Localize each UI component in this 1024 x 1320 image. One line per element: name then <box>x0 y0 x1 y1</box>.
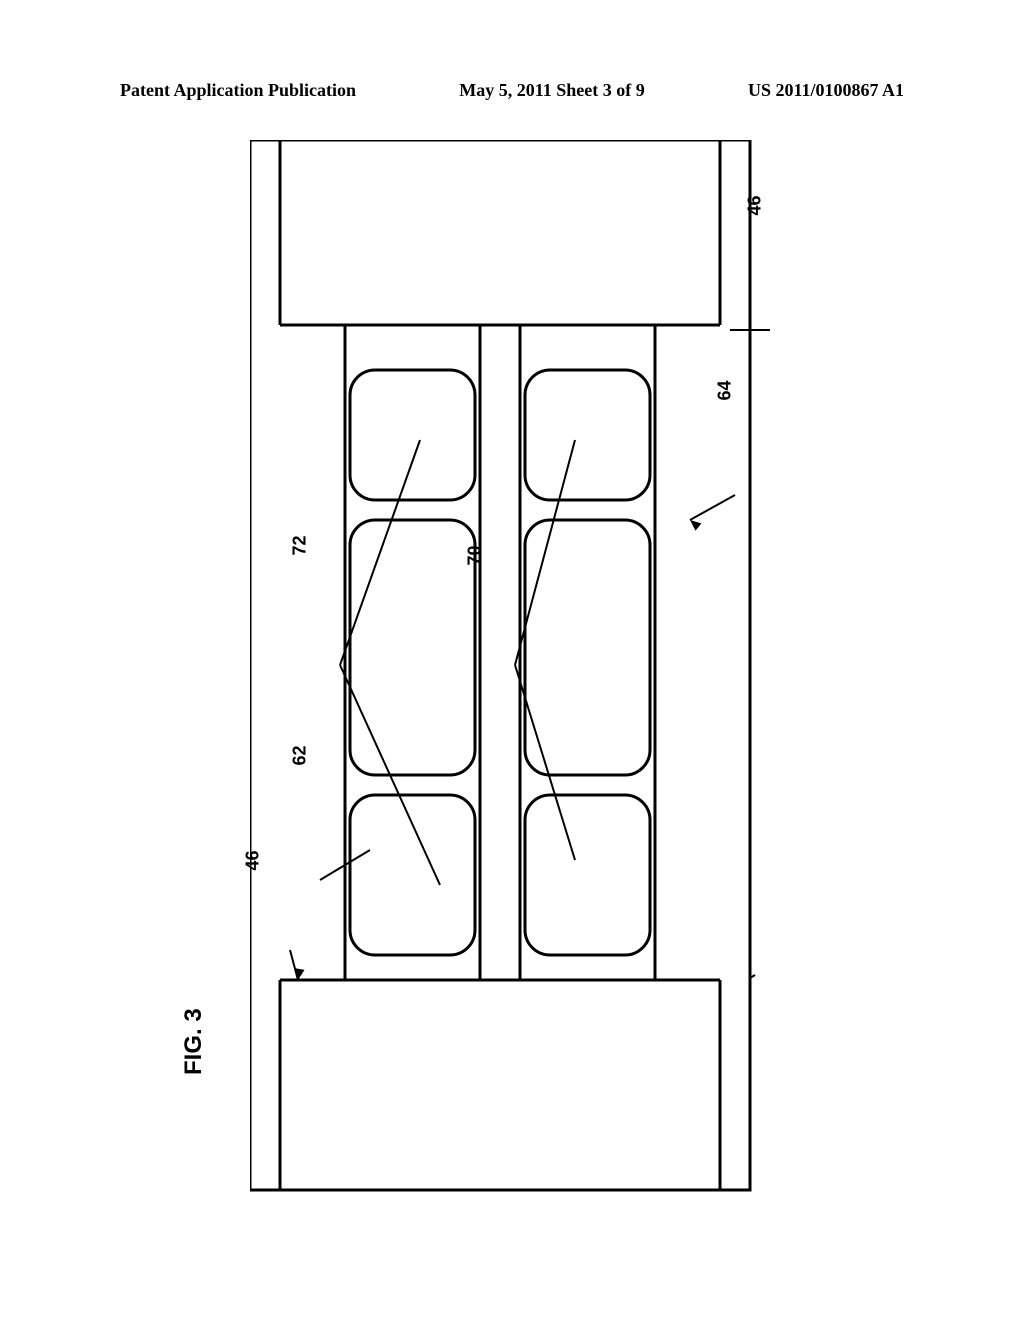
page-header: Patent Application Publication May 5, 20… <box>0 80 1024 101</box>
figure-container <box>250 140 750 1190</box>
reference-numeral: 62 <box>290 745 311 765</box>
reference-numeral: 46 <box>243 850 264 870</box>
figure-label: FIG. 3 <box>180 1008 208 1075</box>
reference-numeral: 46 <box>745 195 766 215</box>
header-left: Patent Application Publication <box>120 80 356 101</box>
header-center: May 5, 2011 Sheet 3 of 9 <box>459 80 644 101</box>
header-right: US 2011/0100867 A1 <box>748 80 904 101</box>
reference-numeral: 72 <box>290 535 311 555</box>
figure-drawing <box>250 140 810 1200</box>
reference-numeral: 70 <box>465 545 486 565</box>
reference-numeral: 64 <box>715 380 736 400</box>
